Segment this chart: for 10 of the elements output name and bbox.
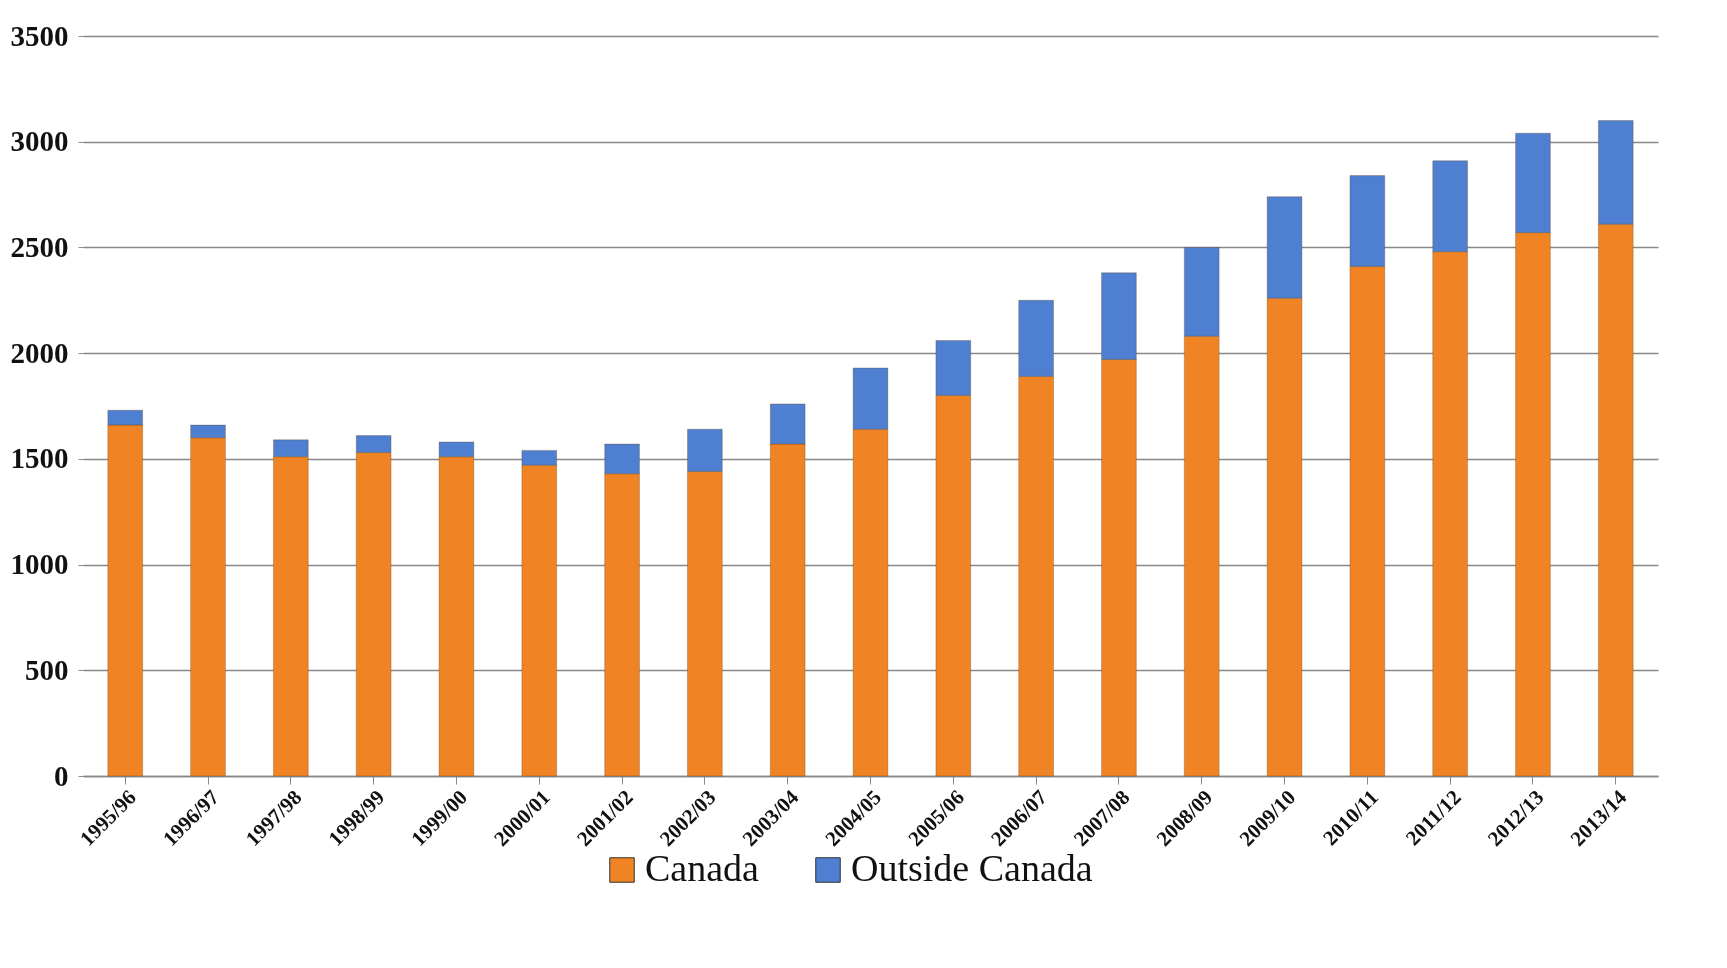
y-tick-label: 3000 bbox=[10, 125, 69, 158]
y-tick-label: 1500 bbox=[10, 442, 69, 475]
y-tick-label: 1000 bbox=[10, 548, 69, 581]
y-tick-label: 3500 bbox=[10, 19, 69, 52]
legend-label: Canada bbox=[645, 847, 760, 889]
y-tick-label: 500 bbox=[25, 653, 69, 686]
y-tick-label: 2500 bbox=[10, 230, 69, 263]
legend-label: Outside Canada bbox=[851, 847, 1093, 889]
y-tick-label: 2000 bbox=[10, 336, 69, 369]
y-tick-label: 0 bbox=[54, 759, 69, 792]
